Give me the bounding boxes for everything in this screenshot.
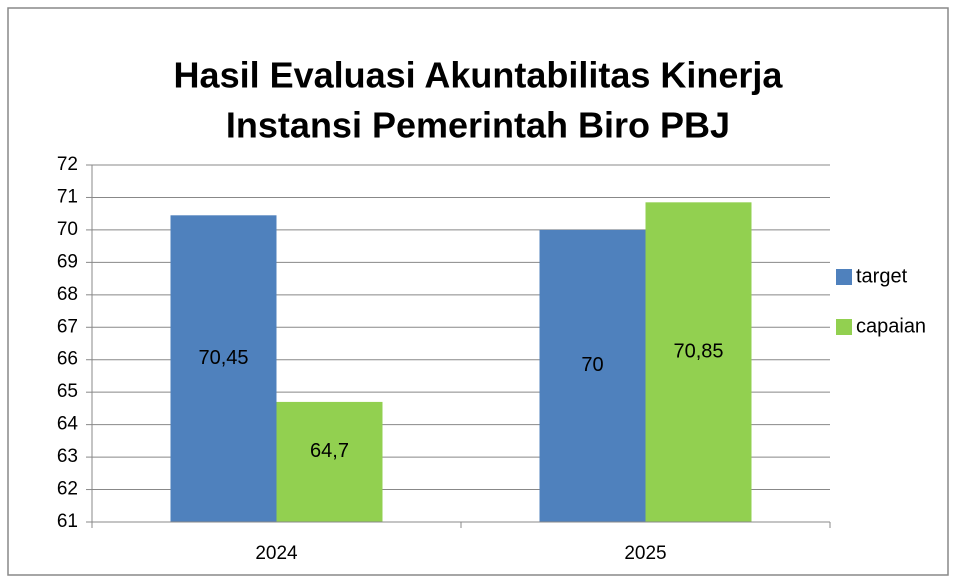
value-label: 70	[581, 354, 603, 376]
x-tick-label: 2025	[624, 543, 666, 564]
chart-title: Hasil Evaluasi Akuntabilitas Kinerja	[174, 55, 784, 96]
y-tick-label: 62	[57, 479, 78, 500]
y-tick-label: 67	[57, 316, 78, 337]
value-label: 70,85	[673, 340, 723, 362]
y-tick-label: 69	[57, 251, 78, 272]
bar	[539, 229, 646, 522]
legend-label: target	[856, 265, 908, 287]
y-tick-label: 68	[57, 284, 78, 305]
y-tick-label: 66	[57, 349, 78, 370]
legend-swatch	[836, 269, 852, 285]
y-tick-label: 65	[57, 381, 78, 402]
x-tick-label: 2024	[255, 543, 298, 564]
y-tick-label: 64	[57, 414, 79, 435]
y-tick-label: 72	[57, 154, 78, 175]
y-tick-label: 71	[57, 186, 78, 207]
value-label: 70,45	[198, 347, 248, 369]
chart-border	[7, 7, 949, 576]
y-tick-label: 63	[57, 446, 78, 467]
y-tick-label: 70	[57, 219, 78, 240]
legend-label: capaian	[856, 315, 926, 337]
bar	[645, 202, 752, 522]
y-tick-label: 61	[57, 511, 78, 532]
legend-swatch	[836, 319, 852, 335]
bar	[170, 215, 277, 522]
value-label: 64,7	[310, 440, 349, 462]
bar	[276, 401, 383, 522]
chart-title: Instansi Pemerintah Biro PBJ	[226, 105, 730, 146]
